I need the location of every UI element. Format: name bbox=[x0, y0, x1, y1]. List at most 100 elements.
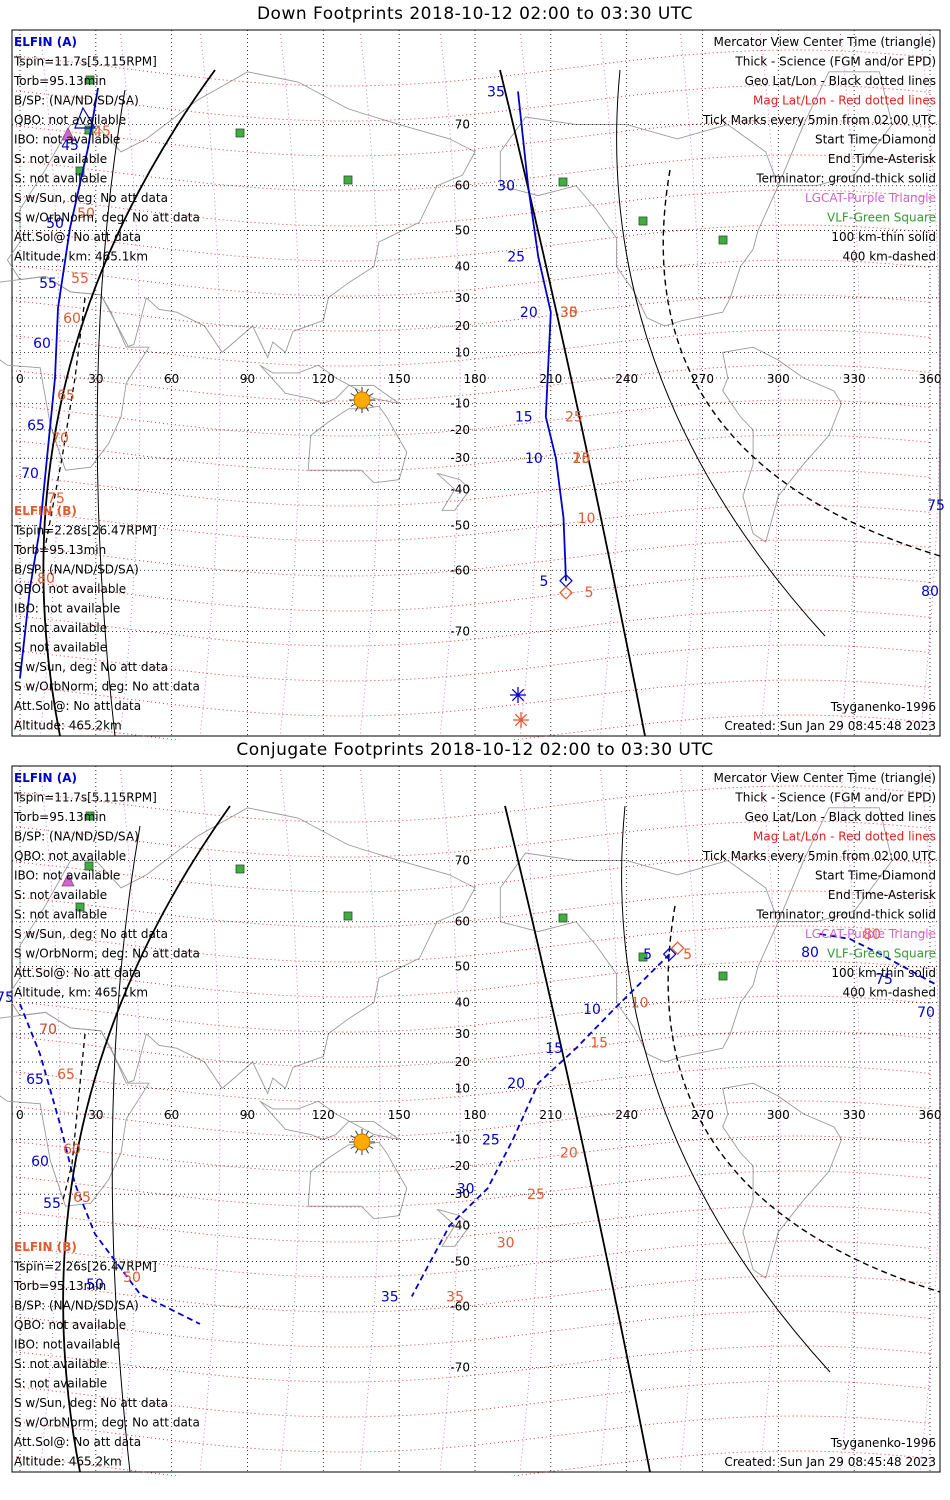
center-triangle-a bbox=[74, 106, 97, 129]
vlf-green-square bbox=[75, 902, 85, 912]
info-line-a: B/SP: (NA/ND/SD/SA) bbox=[14, 94, 139, 108]
lon-tick-label: 210 bbox=[539, 1108, 562, 1122]
info-line-b: Torb=95.13min bbox=[13, 543, 106, 557]
created-label: Created: Sun Jan 29 08:45:48 2023 bbox=[724, 1455, 936, 1469]
vlf-green-square bbox=[235, 128, 245, 138]
sun-ray bbox=[368, 393, 374, 397]
sun-ray bbox=[365, 388, 369, 394]
coastline-4 bbox=[499, 852, 779, 1063]
sun-ray bbox=[350, 1145, 356, 1149]
legend-line: Tick Marks every 5min from 02:00 UTC bbox=[702, 849, 936, 863]
end-asterisk bbox=[514, 713, 528, 727]
lon-tick-label: 270 bbox=[691, 372, 714, 386]
lon-tick-label: 180 bbox=[464, 372, 487, 386]
track-tick-label: 5 bbox=[585, 585, 594, 601]
sun-ray bbox=[350, 1135, 356, 1139]
info-line-a: Tspin=11.7s[5.115RPM] bbox=[13, 55, 157, 69]
vlf-green-square bbox=[558, 177, 568, 187]
legend-right: Mercator View Center Time (triangle) Thic… bbox=[702, 35, 936, 264]
lon-tick-label: 330 bbox=[843, 1108, 866, 1122]
sun-ray bbox=[355, 1130, 359, 1136]
legend-line: 400 km-dashed bbox=[842, 986, 936, 1000]
right-edge-label: 80 bbox=[863, 927, 881, 943]
legend-line: 100 km-thin solid bbox=[831, 966, 936, 980]
terminator-thick-1 bbox=[499, 69, 646, 737]
lon-tick-label: 300 bbox=[767, 372, 790, 386]
lat-tick-label: -10 bbox=[450, 397, 470, 411]
left-track-label-b: 60 bbox=[63, 1142, 81, 1158]
vlf-green-square bbox=[558, 913, 568, 923]
lgcat-triangle bbox=[61, 873, 75, 887]
info-line-a: IBO: not available bbox=[14, 133, 120, 147]
lat-tick-label: -20 bbox=[450, 423, 470, 437]
track-tick-label: 25 bbox=[565, 410, 583, 426]
right-edge-label: 75 bbox=[875, 972, 893, 988]
model-label: Tsyganenko-1996 bbox=[830, 700, 936, 714]
lat-tick-label: -10 bbox=[450, 1133, 470, 1147]
legend-line: 400 km-dashed bbox=[842, 250, 936, 264]
coastline-3 bbox=[259, 1100, 400, 1141]
coastline-6 bbox=[777, 807, 893, 923]
track-tick-label: 25 bbox=[482, 1133, 500, 1149]
terminator-thin bbox=[96, 89, 126, 737]
legend-line: Thick - Science (FGM and/or EPD) bbox=[734, 791, 936, 805]
lat-tick-label: -50 bbox=[450, 519, 470, 533]
lon-tick-label: 330 bbox=[843, 372, 866, 386]
left-track-label-b: 80 bbox=[37, 571, 55, 587]
lat-tick-label: 10 bbox=[455, 1081, 470, 1095]
lon-tick-label: 120 bbox=[312, 1108, 335, 1122]
legend-line: VLF-Green Square bbox=[827, 947, 936, 961]
lon-tick-label: 120 bbox=[312, 372, 335, 386]
coastline-7 bbox=[436, 1208, 471, 1247]
panel-title-1: Conjugate Footprints 2018-10-12 02:00 to… bbox=[236, 740, 714, 760]
vlf-green-square bbox=[84, 861, 94, 871]
model-label: Tsyganenko-1996 bbox=[830, 1436, 936, 1450]
left-track-a-400km bbox=[44, 297, 86, 549]
info-line-b: ELFIN (B) bbox=[14, 504, 77, 518]
lat-tick-label: 40 bbox=[455, 996, 470, 1010]
coastline-3 bbox=[259, 364, 400, 405]
lat-tick-label: 60 bbox=[455, 915, 470, 929]
right-edge-label: 80 bbox=[921, 584, 939, 600]
info-line-a: Att.Sol@: No att data bbox=[14, 230, 141, 244]
lat-tick-label: -40 bbox=[450, 1218, 470, 1232]
info-line-b: B/SP: (NA/ND/SD/SA) bbox=[14, 1299, 139, 1313]
right-edge-label: 70 bbox=[917, 1005, 935, 1021]
info-line-b: QBO: not available bbox=[14, 1318, 126, 1332]
left-track-label-b: 65 bbox=[73, 1190, 91, 1206]
sun-ray bbox=[355, 388, 359, 394]
info-line-b: S w/OrbNorm, deg: No att data bbox=[14, 1416, 200, 1430]
left-track-label-a: 45 bbox=[61, 138, 79, 154]
lon-tick-label: 240 bbox=[615, 372, 638, 386]
coastline-0 bbox=[6, 71, 476, 359]
track-tick-label: 15 bbox=[515, 410, 533, 426]
left-track-label-b: 75 bbox=[47, 491, 65, 507]
left-track-label-a: 60 bbox=[31, 1154, 49, 1170]
legend-line: Geo Lat/Lon - Black dotted lines bbox=[745, 810, 936, 824]
left-track-label-b: 65 bbox=[57, 388, 75, 404]
left-track-label-a: 65 bbox=[26, 1072, 44, 1088]
info-line-b: Tspin=2.26s[26.47RPM] bbox=[13, 1260, 157, 1274]
left-track-label-b: 65 bbox=[57, 1067, 75, 1083]
map-panel-down: 0 30 60 90 120 150 180 210 240 270 300 330 360 70 60 50… bbox=[0, 29, 945, 740]
track-tick-label: 10 bbox=[583, 1002, 601, 1018]
info-line-a: ELFIN (A) bbox=[14, 771, 77, 785]
map-frame bbox=[11, 29, 941, 737]
track-tick-label: 35 bbox=[560, 305, 578, 321]
sun-ray bbox=[365, 1148, 369, 1154]
lat-tick-label: 70 bbox=[455, 854, 470, 868]
vlf-green-square bbox=[75, 166, 85, 176]
info-line-b: S w/Sun, deg: No att data bbox=[14, 660, 168, 674]
info-line-b: IBO: not available bbox=[14, 602, 120, 616]
lon-tick-label: 210 bbox=[539, 372, 562, 386]
info-line-a: S: not available bbox=[14, 888, 107, 902]
legend-line: 100 km-thin solid bbox=[831, 230, 936, 244]
lon-tick-label: 60 bbox=[164, 1108, 179, 1122]
track-tick-label: 20 bbox=[573, 451, 591, 467]
info-line-a: S: not available bbox=[14, 152, 107, 166]
info-line-b: IBO: not available bbox=[14, 1338, 120, 1352]
coastline-4 bbox=[499, 116, 779, 327]
lat-tick-label: 70 bbox=[455, 118, 470, 132]
lat-tick-label: -30 bbox=[450, 1187, 470, 1201]
vlf-stations bbox=[75, 75, 728, 245]
